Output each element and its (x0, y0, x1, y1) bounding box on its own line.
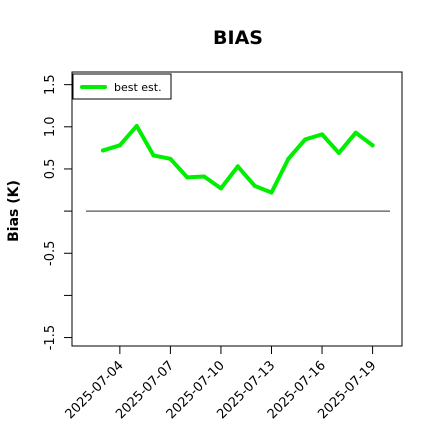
plot-frame (71, 71, 403, 347)
series-points (101, 123, 375, 195)
data-point (117, 143, 122, 148)
x-axis-ticks: 2025-07-042025-07-072025-07-102025-07-13… (63, 346, 379, 422)
data-point (235, 164, 240, 169)
y-axis-label: Bias (K) (6, 180, 22, 242)
data-point (320, 132, 325, 137)
series-line-best-est (101, 123, 375, 195)
data-point (218, 186, 223, 191)
data-point (151, 153, 156, 158)
data-point (134, 123, 139, 128)
y-tick-label: 1.5 (43, 74, 58, 95)
y-tick-label: -0.5 (43, 241, 58, 266)
data-point (168, 156, 173, 161)
y-axis-ticks: -1.5 -0.5 0.5 1.0 1.5 (43, 74, 72, 350)
y-tick-label: 1.0 (43, 116, 58, 137)
legend-label-best-est: best est. (114, 81, 162, 94)
y-tick-label: -1.5 (43, 325, 58, 350)
data-point (269, 190, 274, 195)
data-point (185, 175, 190, 180)
data-point (336, 150, 341, 155)
data-point (202, 174, 207, 179)
data-point (252, 183, 257, 188)
data-point (303, 137, 308, 142)
data-point (370, 143, 375, 148)
data-point (353, 130, 358, 135)
data-point (101, 148, 105, 153)
data-point (286, 156, 291, 161)
legend: best est. (72, 73, 172, 100)
y-tick-label: 0.5 (43, 159, 58, 180)
chart-title: BIAS (213, 27, 263, 49)
